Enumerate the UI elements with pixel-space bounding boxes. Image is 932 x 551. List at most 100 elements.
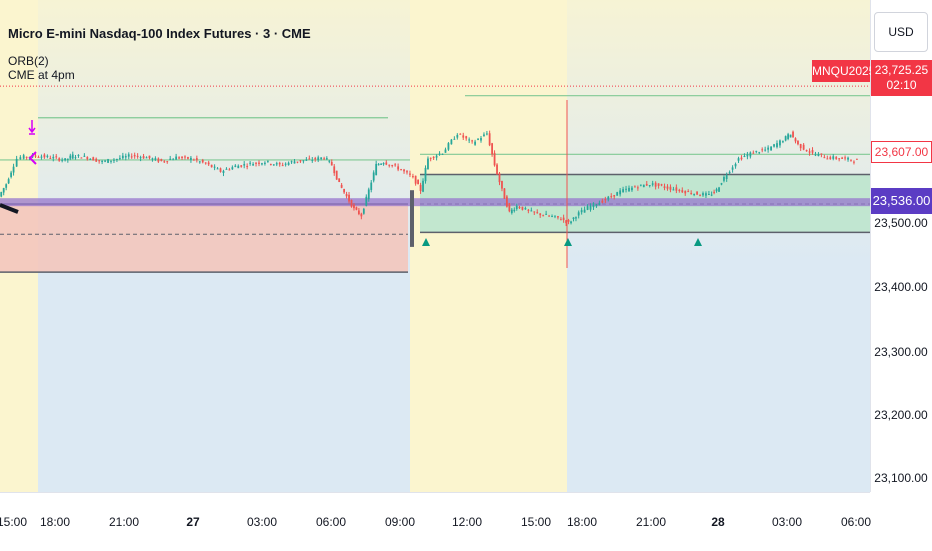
candle-body (817, 154, 820, 157)
candle-body (154, 158, 157, 160)
candle-body (258, 162, 260, 164)
x-tick-label: 18:00 (566, 515, 598, 529)
candle-body (580, 210, 583, 213)
y-tick-label: 23,500.00 (874, 216, 928, 230)
candle-body (216, 168, 219, 170)
candle-body (74, 157, 77, 159)
candle-body (246, 166, 249, 168)
candle-body (320, 157, 323, 160)
candle-body (34, 155, 37, 157)
candle-body (702, 193, 704, 196)
candle-body (483, 134, 485, 137)
candle-body (116, 158, 118, 160)
candle-body (110, 160, 112, 162)
x-tick-label: 21:00 (108, 515, 140, 529)
pivot-band (0, 198, 870, 207)
candle-body (432, 156, 435, 159)
candle-body (551, 216, 553, 218)
candle-body (493, 152, 496, 166)
candle-body (325, 158, 328, 160)
x-tick-label: 09:00 (384, 515, 416, 529)
indicator-label-cme[interactable]: CME at 4pm (8, 68, 75, 82)
candle-body (284, 163, 287, 165)
candle-body (755, 150, 758, 152)
time-axis[interactable] (0, 492, 870, 551)
candle-body (752, 152, 755, 154)
candle-body (604, 199, 607, 201)
candle-body (169, 158, 172, 160)
candle-body (345, 194, 348, 197)
buy-signal-marker (422, 238, 430, 246)
candle-body (308, 158, 311, 160)
candle-body (841, 157, 844, 159)
x-tick-label: 28 (711, 515, 725, 529)
candle-body (616, 192, 619, 196)
candle-body (287, 162, 290, 165)
candle-body (856, 158, 858, 160)
candle-body (438, 153, 441, 155)
chart-area[interactable]: Micro E-mini Nasdaq-100 Index Futures · … (0, 0, 870, 492)
candle-body (113, 159, 115, 161)
candle-body (789, 134, 792, 138)
candle-body (388, 164, 391, 166)
candle-body (740, 157, 743, 160)
candle-body (252, 164, 254, 166)
candle-body (690, 192, 693, 194)
axis-corner (870, 492, 932, 550)
candle-body (187, 157, 189, 159)
candle-body (275, 163, 278, 165)
candle-body (575, 217, 577, 219)
candle-body (406, 171, 408, 173)
candle-body (160, 158, 163, 161)
candle-body (835, 157, 838, 159)
candle-body (139, 157, 142, 159)
candle-body (335, 170, 338, 180)
symbol-badge[interactable]: MNQU2025 (812, 60, 875, 82)
candle-body (222, 170, 225, 173)
candle-body (814, 154, 817, 156)
price-chart[interactable] (0, 0, 870, 492)
candle-body (557, 216, 559, 218)
candle-body (394, 164, 397, 166)
indicator-label-orb[interactable]: ORB(2) (8, 54, 49, 68)
candle-body (118, 158, 121, 160)
candle-body (713, 191, 715, 193)
candle-body (83, 155, 86, 157)
currency-button[interactable]: USD (874, 12, 928, 52)
candle-body (601, 200, 604, 203)
candle-body (598, 202, 601, 206)
candle-body (628, 187, 630, 192)
candle-body (453, 138, 456, 140)
candle-body (15, 158, 18, 167)
candle-body (358, 210, 360, 215)
candle-body (417, 179, 419, 185)
candle-body (459, 133, 462, 135)
candle-body (838, 158, 841, 160)
candle-body (725, 175, 728, 179)
candle-body (708, 193, 710, 195)
buy-signal-marker (564, 238, 572, 246)
candle-body (101, 160, 104, 162)
candle-body (565, 220, 567, 224)
y-tick-label: 23,100.00 (874, 471, 928, 485)
candle-body (19, 157, 22, 160)
candle-body (210, 164, 213, 168)
candle-body (715, 189, 718, 192)
candle-body (409, 173, 411, 175)
candle-body (86, 157, 89, 160)
candle-body (723, 176, 725, 181)
candle-body (397, 166, 400, 170)
candle-body (539, 213, 542, 216)
candle-body (184, 156, 186, 158)
candle-body (207, 162, 210, 165)
candle-body (486, 133, 488, 135)
candle-body (370, 182, 373, 190)
candle-body (829, 157, 832, 160)
candle-body (2, 188, 5, 193)
candle-body (687, 191, 690, 193)
candle-body (444, 149, 447, 153)
candle-body (465, 136, 468, 139)
x-tick-label: 18:00 (39, 515, 71, 529)
candle-body (761, 149, 764, 151)
chevron-marker-icon (28, 151, 37, 165)
